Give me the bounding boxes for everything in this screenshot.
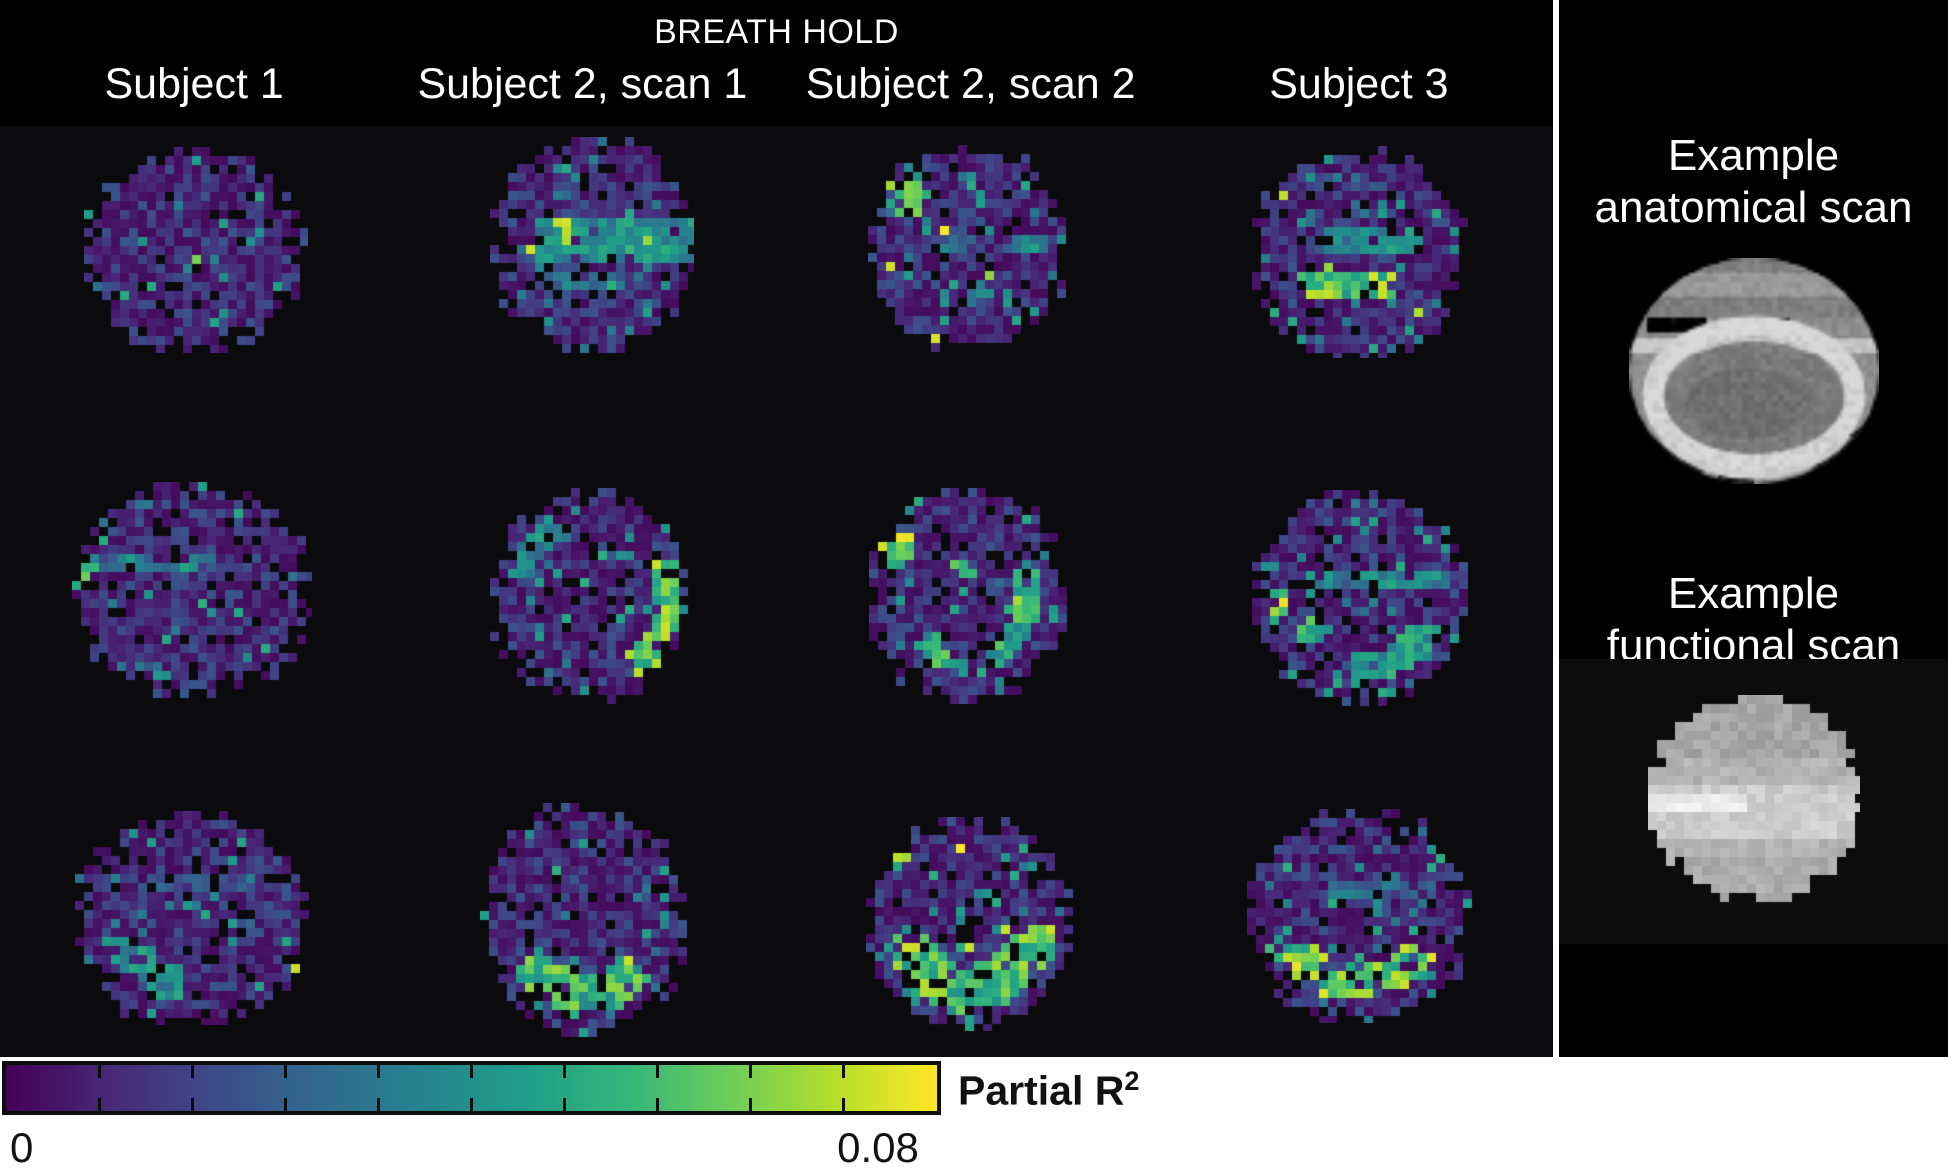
- colorbar-tick: [97, 1098, 101, 1111]
- brain-map-subject-1-slice-3: [75, 811, 313, 1025]
- functional-scan-image: [1648, 695, 1860, 905]
- colorbar-tick: [376, 1065, 380, 1078]
- example-scans-panel: Example anatomical scan Example function…: [1559, 0, 1948, 1057]
- colorbar-tick: [749, 1065, 753, 1078]
- brain-map-subject-1-slice-2: [72, 482, 312, 702]
- colorbar-tick: [842, 1098, 846, 1111]
- anatomical-scan-image: [1629, 258, 1879, 484]
- colorbar-tick: [563, 1098, 567, 1111]
- anatomical-scan-label: Example anatomical scan: [1559, 130, 1948, 234]
- colorbar-tick: [563, 1065, 567, 1078]
- figure-title: BREATH HOLD: [654, 13, 899, 51]
- colorbar-tick: [470, 1065, 473, 1078]
- brain-map-subject-3-slice-3: [1247, 809, 1473, 1023]
- colorbar-tick: [376, 1098, 380, 1111]
- colorbar-title-text: Partial R: [958, 1067, 1125, 1114]
- colorbar-title: Partial R2: [958, 1066, 1139, 1115]
- brain-map-subject-2-scan-1-slice-2: [490, 488, 690, 704]
- colorbar-tick: [283, 1098, 287, 1111]
- colorbar-tick: [190, 1098, 194, 1111]
- colorbar-tick: [656, 1065, 660, 1078]
- brain-map-subject-2-scan-2-slice-1: [868, 145, 1068, 355]
- anatomical-scan-label-line1: Example: [1667, 131, 1840, 180]
- brain-map-subject-3-slice-2: [1252, 490, 1472, 710]
- colorbar-tick: [283, 1065, 287, 1078]
- column-header-subject-1: Subject 1: [104, 60, 284, 108]
- brain-map-subject-1-slice-1: [84, 147, 308, 353]
- panel-divider: [1553, 0, 1559, 1057]
- column-headers: Subject 1 Subject 2, scan 1 Subject 2, s…: [0, 60, 1553, 109]
- column-header-subject-3: Subject 3: [1269, 60, 1449, 108]
- colorbar: [2, 1061, 941, 1115]
- brain-map-subject-3-slice-1: [1252, 146, 1468, 358]
- colorbar-tick: [842, 1065, 846, 1078]
- anatomical-scan-label-line2: anatomical scan: [1594, 183, 1913, 232]
- brain-map-subject-2-scan-1-slice-3: [480, 803, 690, 1041]
- colorbar-max-label: 0.08: [837, 1124, 919, 1171]
- colorbar-min-label: 0: [10, 1124, 34, 1171]
- brain-map-subject-2-scan-2-slice-3: [866, 817, 1074, 1031]
- colorbar-tick: [190, 1065, 194, 1078]
- colorbar-tick: [97, 1065, 101, 1078]
- column-header-subject-2-scan-2: Subject 2, scan 2: [805, 60, 1136, 108]
- functional-scan-label: Example functional scan: [1559, 568, 1948, 672]
- brain-map-subject-2-scan-2-slice-2: [869, 488, 1071, 704]
- colorbar-title-superscript: 2: [1124, 1066, 1140, 1096]
- brain-map-subject-2-scan-1-slice-1: [490, 137, 694, 355]
- colorbar-tick: [749, 1098, 753, 1111]
- breath-hold-panel: BREATH HOLD Subject 1 Subject 2, scan 1 …: [0, 0, 1553, 1057]
- column-header-subject-2-scan-1: Subject 2, scan 1: [417, 60, 748, 108]
- colorbar-tick: [656, 1098, 660, 1111]
- colorbar-tick: [470, 1098, 473, 1111]
- functional-scan-label-line1: Example: [1667, 569, 1840, 618]
